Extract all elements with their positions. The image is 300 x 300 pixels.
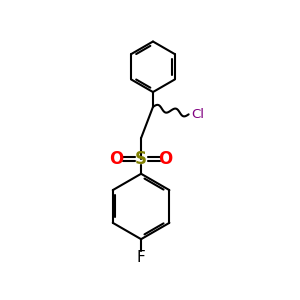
Text: S: S xyxy=(135,150,147,168)
Text: O: O xyxy=(158,150,172,168)
Text: Cl: Cl xyxy=(191,108,204,121)
Text: O: O xyxy=(110,150,124,168)
Text: F: F xyxy=(137,250,146,265)
